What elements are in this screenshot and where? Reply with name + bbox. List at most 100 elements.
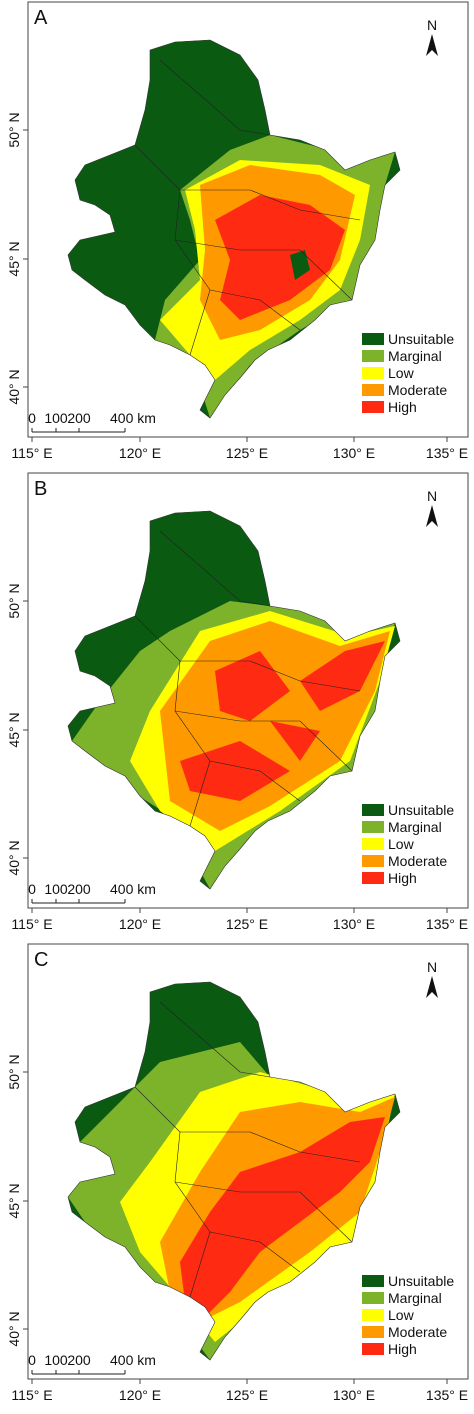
- scale-label: 0: [28, 1352, 36, 1368]
- legend-swatch: [362, 838, 384, 850]
- north-label: N: [427, 17, 437, 33]
- lon-tick-label: 130° E: [333, 1387, 375, 1403]
- province-border: [174, 710, 353, 772]
- north-label: N: [427, 488, 437, 504]
- map-panel: A N 115° E 120° E 125° E 130° E 135° E 50° N 45°…: [6, 1, 469, 461]
- legend-label: Marginal: [388, 819, 442, 835]
- legend-swatch: [362, 1275, 384, 1287]
- lat-tick-label: 40° N: [6, 369, 22, 404]
- province-border: [209, 760, 301, 802]
- legend-label: Low: [388, 1307, 415, 1323]
- province-border: [209, 1231, 301, 1273]
- legend-swatch: [362, 1292, 384, 1304]
- lat-tick-label: 40° N: [6, 840, 22, 875]
- suitability-zones: [68, 1001, 395, 1360]
- legend-label: Unsuitable: [388, 802, 454, 818]
- lon-tick-label: 115° E: [11, 445, 52, 461]
- lon-tick-label: 120° E: [119, 916, 161, 932]
- scale-label: 200: [67, 410, 91, 426]
- province-border: [209, 289, 301, 331]
- legend-label: Moderate: [388, 853, 447, 869]
- lon-tick-label: 135° E: [426, 1387, 468, 1403]
- province-border: [174, 239, 353, 301]
- scale-label: 400 km: [110, 410, 156, 426]
- map-panel: B N 115° E 120° E 125° E 130° E 135° E 50° N 45°…: [6, 472, 469, 932]
- legend-swatch: [362, 384, 384, 396]
- zone: [290, 250, 310, 280]
- scale-label: 200: [67, 1352, 91, 1368]
- scale-label: 0: [28, 881, 36, 897]
- province-border: [159, 530, 271, 607]
- legend-label: High: [388, 399, 417, 415]
- legend-label: Unsuitable: [388, 1273, 454, 1289]
- legend-label: Marginal: [388, 348, 442, 364]
- frame: [27, 1, 469, 438]
- legend-swatch: [362, 333, 384, 345]
- scale-label: 100: [44, 881, 68, 897]
- frame: [27, 472, 469, 909]
- legend-label: Unsuitable: [388, 331, 454, 347]
- lat-tick-label: 50° N: [6, 112, 22, 147]
- coastline: [67, 981, 401, 1361]
- legend-label: High: [388, 1341, 417, 1357]
- lon-tick-label: 125° E: [226, 916, 268, 932]
- north-label: N: [427, 959, 437, 975]
- zone: [215, 651, 290, 721]
- north-arrow: [426, 34, 438, 56]
- lat-tick-label: 50° N: [6, 1054, 22, 1089]
- scale-label: 400 km: [110, 1352, 156, 1368]
- legend-swatch: [362, 367, 384, 379]
- scale-label: 200: [67, 881, 91, 897]
- coastline: [67, 39, 401, 419]
- legend-swatch: [362, 1343, 384, 1355]
- province-border: [180, 189, 361, 221]
- lat-tick-label: 45° N: [6, 712, 22, 747]
- zone: [180, 741, 290, 801]
- province-border: [174, 1181, 353, 1243]
- north-arrow: [426, 976, 438, 998]
- province-border: [180, 1131, 361, 1163]
- legend-label: Moderate: [388, 382, 447, 398]
- lon-tick-label: 125° E: [226, 445, 268, 461]
- scale-label: 100: [44, 1352, 68, 1368]
- lat-tick-label: 50° N: [6, 583, 22, 618]
- scale-label: 100: [44, 410, 68, 426]
- legend-swatch: [362, 1309, 384, 1321]
- legend-label: Marginal: [388, 1290, 442, 1306]
- province-border: [180, 660, 361, 692]
- legend-swatch: [362, 350, 384, 362]
- province-border: [159, 1001, 271, 1078]
- lon-tick-label: 130° E: [333, 916, 375, 932]
- panel-label: A: [34, 7, 48, 29]
- lon-tick-label: 115° E: [11, 916, 52, 932]
- scale-label: 0: [28, 410, 36, 426]
- lat-tick-label: 45° N: [6, 1183, 22, 1218]
- zone: [270, 721, 320, 761]
- map-panel: C N 115° E 120° E 125° E 130° E 135° E 50° N 45°…: [6, 943, 469, 1403]
- province-border: [159, 59, 271, 136]
- legend-label: Moderate: [388, 1324, 447, 1340]
- coastline: [67, 510, 401, 890]
- suitability-zones: [72, 530, 395, 889]
- legend-swatch: [362, 821, 384, 833]
- lat-tick-label: 45° N: [6, 241, 22, 276]
- lon-tick-label: 125° E: [226, 1387, 268, 1403]
- frame: [27, 943, 469, 1380]
- scale-label: 400 km: [110, 881, 156, 897]
- legend-label: Low: [388, 365, 415, 381]
- panel-label: C: [34, 949, 48, 971]
- legend-swatch: [362, 872, 384, 884]
- lon-tick-label: 130° E: [333, 445, 375, 461]
- lon-tick-label: 135° E: [426, 445, 468, 461]
- legend-swatch: [362, 804, 384, 816]
- legend-swatch: [362, 1326, 384, 1338]
- lat-tick-label: 40° N: [6, 1311, 22, 1346]
- zone: [215, 195, 345, 320]
- lon-tick-label: 120° E: [119, 445, 161, 461]
- lon-tick-label: 135° E: [426, 916, 468, 932]
- panel-label: B: [34, 478, 47, 500]
- legend-label: High: [388, 870, 417, 886]
- lon-tick-label: 115° E: [11, 1387, 52, 1403]
- lon-tick-label: 120° E: [119, 1387, 161, 1403]
